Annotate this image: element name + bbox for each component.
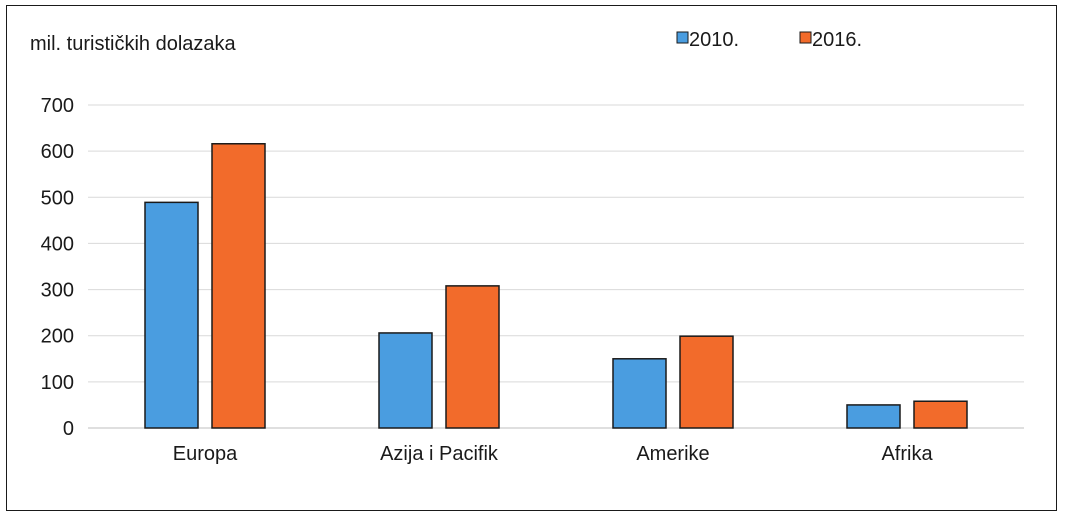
x-category-label: Azija i Pacifik: [380, 443, 499, 465]
y-tick-label-0: 0: [63, 418, 74, 440]
y-tick-label-200: 200: [41, 326, 74, 348]
x-category-label: Amerike: [636, 443, 709, 465]
bar-azija-i-pacifik-2010: [378, 332, 433, 429]
bar-europa-2010: [144, 201, 199, 429]
legend: 2010. 2016.: [676, 29, 862, 51]
legend-swatch-2010: [676, 31, 689, 44]
bar-afrika-2010: [846, 404, 901, 429]
bar-azija-i-pacifik-2016: [445, 285, 500, 429]
x-category-label: Europa: [173, 443, 238, 465]
y-tick-label-100: 100: [41, 372, 74, 394]
x-category-label: Afrika: [881, 443, 933, 465]
bar-amerike-2010: [612, 358, 667, 429]
y-axis-ticks: 0 100 200 300 400 500 600 700: [41, 95, 74, 440]
y-tick-label-500: 500: [41, 187, 74, 209]
bars: [144, 143, 968, 429]
legend-label-2010: 2010.: [689, 29, 739, 51]
bar-europa-2016: [211, 143, 266, 429]
legend-label-2016: 2016.: [812, 29, 862, 51]
legend-swatch-2016: [799, 31, 812, 44]
y-tick-label-300: 300: [41, 280, 74, 302]
y-tick-label-400: 400: [41, 233, 74, 255]
y-tick-label-600: 600: [41, 141, 74, 163]
bar-afrika-2016: [913, 400, 968, 429]
y-tick-label-700: 700: [41, 95, 74, 117]
bar-amerike-2016: [679, 335, 734, 429]
x-axis-categories: Europa Azija i Pacifik Amerike Afrika: [173, 443, 934, 465]
y-axis-unit-label: mil. turističkih dolazaka: [30, 33, 237, 55]
